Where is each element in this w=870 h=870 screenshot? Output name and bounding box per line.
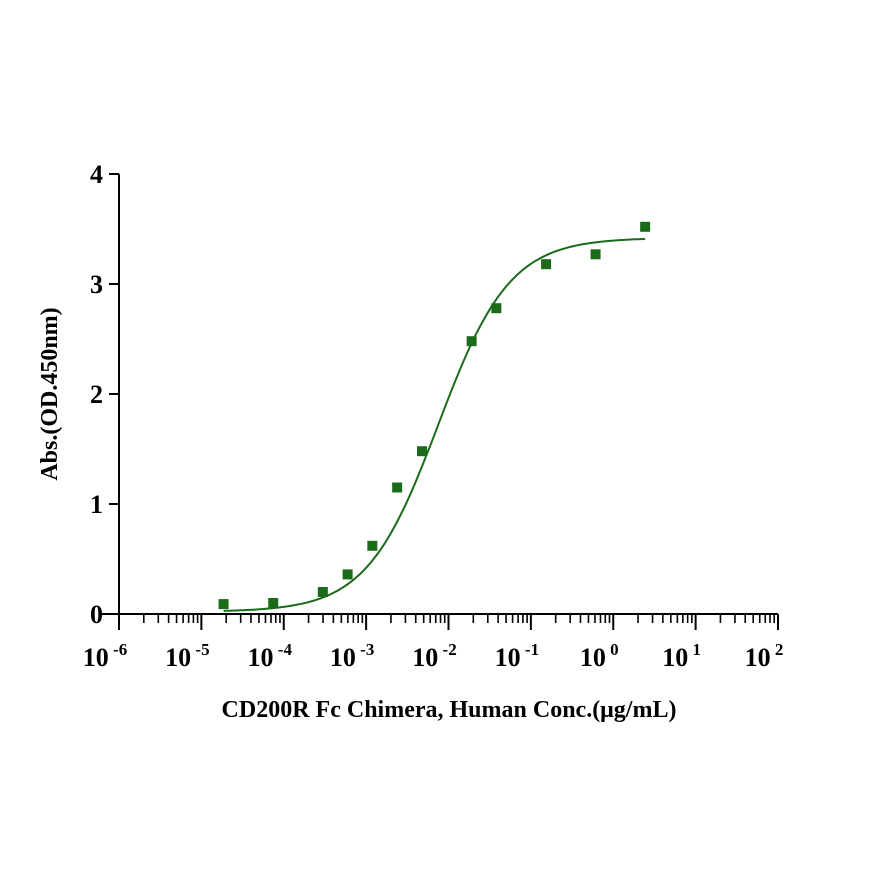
x-tick-label: 10 -4 — [248, 640, 293, 672]
x-tick-exponent: -4 — [274, 640, 293, 659]
x-tick-label: 10 -5 — [165, 640, 209, 672]
data-point — [342, 569, 353, 580]
x-tick-base: 10 — [83, 643, 109, 672]
x-tick-label: 10 1 — [662, 640, 701, 672]
data-point — [491, 303, 502, 314]
x-tick-label: 10 2 — [745, 640, 784, 672]
x-tick-exponent: -1 — [521, 640, 539, 659]
x-tick-exponent: -3 — [356, 640, 374, 659]
data-points — [218, 221, 651, 610]
x-tick-base: 10 — [412, 643, 438, 672]
x-tick-exponent: 1 — [688, 640, 701, 659]
x-tick-exponent: 0 — [606, 640, 619, 659]
x-tick-base: 10 — [745, 643, 771, 672]
y-axis-label: Abs.(OD.450nm) — [37, 307, 63, 480]
y-tick-label: 4 — [90, 160, 103, 189]
x-tick-base: 10 — [248, 643, 274, 672]
x-tick-label: 10 -6 — [83, 640, 127, 672]
x-tick-label: 10 -2 — [412, 640, 456, 672]
y-tick-label: 3 — [90, 270, 103, 299]
x-tick-label: 10 -3 — [330, 640, 374, 672]
x-tick-exponent: -6 — [109, 640, 127, 659]
axes — [101, 173, 779, 630]
fit-curve — [223, 237, 646, 612]
x-tick-exponent: -2 — [438, 640, 456, 659]
data-point — [590, 249, 601, 260]
x-tick-label: 10 0 — [580, 640, 619, 672]
y-tick-label: 1 — [90, 490, 103, 519]
x-tick-base: 10 — [330, 643, 356, 672]
x-tick-exponent: -5 — [191, 640, 209, 659]
y-tick-label: 0 — [90, 600, 103, 629]
data-point — [367, 540, 378, 551]
x-axis-label: CD200R Fc Chimera, Human Conc.(μg/mL) — [222, 697, 677, 723]
x-tick-base: 10 — [495, 643, 521, 672]
data-point — [392, 482, 403, 493]
x-tick-base: 10 — [662, 643, 688, 672]
data-point — [268, 598, 279, 608]
x-tick-exponent: 2 — [771, 640, 784, 659]
x-tick-base: 10 — [165, 643, 191, 672]
y-tick-label: 2 — [90, 380, 103, 409]
x-tick-label: 10 -1 — [495, 640, 539, 672]
data-point — [541, 259, 552, 270]
data-point — [640, 221, 651, 232]
data-point — [466, 336, 477, 347]
data-point — [317, 587, 328, 597]
data-point — [417, 446, 428, 457]
data-point — [218, 599, 229, 610]
x-tick-base: 10 — [580, 643, 606, 672]
